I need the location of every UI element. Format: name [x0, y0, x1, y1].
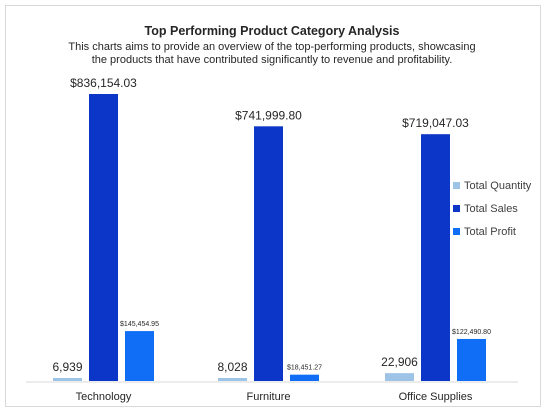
- bar-total-quantity-technology: [53, 378, 82, 381]
- x-axis: Technology Furniture Office Supplies: [76, 391, 473, 403]
- data-label: $741,999.80: [235, 108, 302, 122]
- legend: Total Quantity Total Sales Total Profit: [453, 180, 532, 238]
- data-label: $836,154.03: [70, 76, 137, 90]
- chart-title: Top Performing Product Category Analysis: [145, 24, 400, 38]
- chart-frame: Top Performing Product Category Analysis…: [5, 5, 541, 407]
- legend-label: Total Quantity: [464, 180, 532, 192]
- chart-subtitle-line-2: the products that have contributed signi…: [92, 54, 453, 66]
- plot-area: 6,939 $836,154.03 $145,454.95 8,028 $741,999…: [52, 76, 491, 382]
- data-label: $18,451.27: [287, 365, 322, 372]
- bar-total-profit-office-supplies: [457, 338, 486, 381]
- bar-chart: Top Performing Product Category Analysis…: [26, 24, 532, 403]
- data-label: 6,939: [52, 360, 82, 374]
- bar-total-quantity-office-supplies: [385, 373, 414, 381]
- legend-label: Total Sales: [464, 203, 518, 215]
- bar-total-sales-furniture: [254, 126, 283, 382]
- x-tick-label: Office Supplies: [399, 391, 473, 403]
- x-tick-label: Furniture: [246, 391, 290, 403]
- legend-swatch: [453, 205, 460, 212]
- bar-total-sales-technology: [89, 94, 118, 381]
- x-tick-label: Technology: [76, 391, 132, 403]
- data-label: 8,028: [217, 360, 247, 374]
- data-label: $145,454.95: [120, 321, 159, 328]
- data-label: $719,047.03: [402, 116, 469, 130]
- bar-total-profit-technology: [125, 331, 154, 381]
- data-label: 22,906: [381, 355, 418, 369]
- legend-swatch: [453, 228, 460, 235]
- legend-swatch: [453, 182, 460, 189]
- chart-subtitle-line-1: This charts aims to provide an overview …: [68, 41, 475, 53]
- bar-total-profit-furniture: [290, 374, 319, 381]
- legend-label: Total Profit: [464, 226, 516, 238]
- bar-total-quantity-furniture: [218, 378, 247, 381]
- data-label: $122,490.80: [452, 329, 491, 336]
- bar-total-sales-office-supplies: [421, 134, 450, 381]
